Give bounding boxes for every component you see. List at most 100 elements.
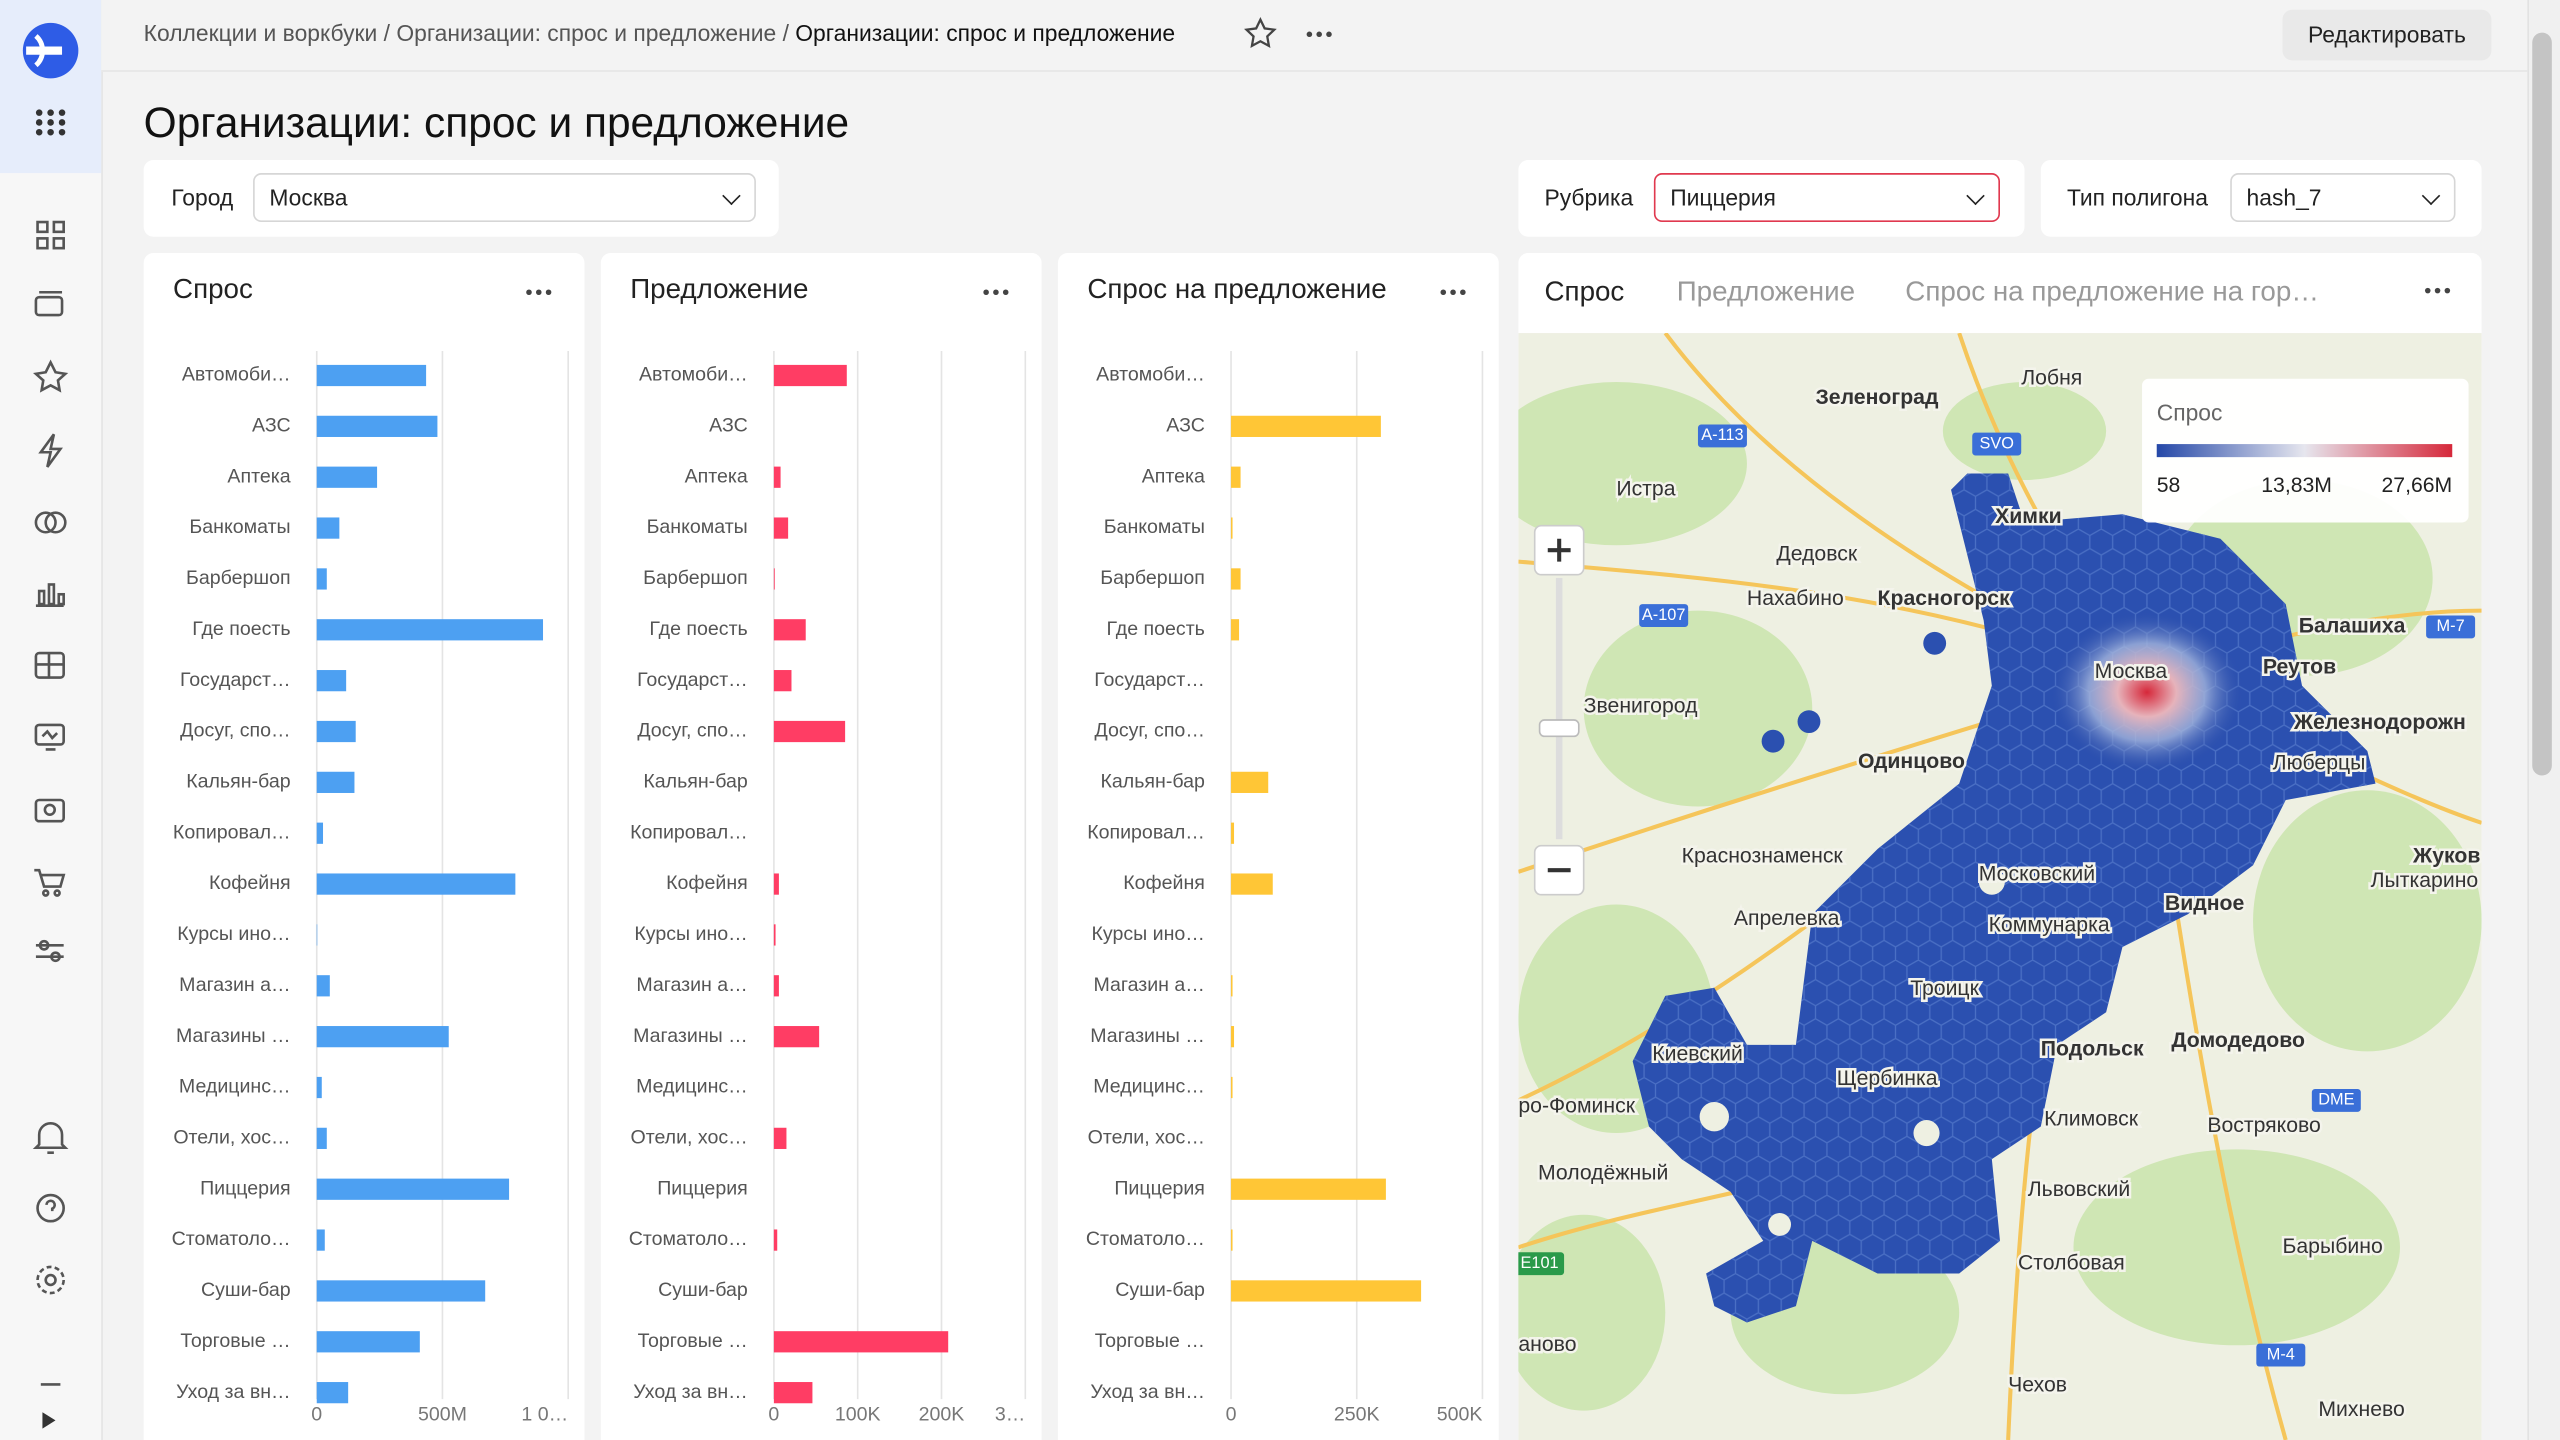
y-tick-label: Уход за вн… [176, 1381, 291, 1403]
bar [773, 466, 781, 488]
bar [316, 1229, 325, 1251]
breadcrumb-current: Организации: спрос и предложение [795, 19, 1176, 46]
bar [316, 822, 324, 844]
place-label: Киевский [1652, 1042, 1743, 1065]
nav-icon[interactable] [33, 359, 69, 393]
filter-value: Москва [269, 184, 348, 211]
map-legend: Спрос 58 13,83M 27,66M [2142, 378, 2469, 523]
y-tick-label: Стоматоло… [629, 1228, 748, 1250]
x-tick-label: 3… [995, 1404, 1025, 1426]
bar [316, 873, 516, 895]
scrollbar-thumb[interactable] [2532, 32, 2552, 776]
notifications-icon[interactable] [32, 1122, 69, 1154]
nav-icon[interactable] [38, 433, 63, 468]
legend-label: 27,66M [2381, 474, 2452, 497]
place-label: Краснознаменск [1682, 845, 1844, 868]
zoom-handle[interactable] [1538, 719, 1580, 738]
map-tab-active[interactable]: Спрос [1544, 275, 1625, 307]
legend-gradient [2156, 444, 2453, 458]
legend-title: Спрос [2157, 400, 2223, 426]
y-tick-label: Суши-бар [201, 1279, 291, 1301]
bar [1231, 771, 1269, 793]
logo[interactable] [22, 22, 79, 79]
bar [773, 1382, 813, 1404]
bar [1231, 1076, 1233, 1099]
more-icon[interactable] [526, 289, 552, 296]
help-icon[interactable] [36, 1193, 65, 1223]
nav-icon[interactable] [34, 651, 65, 679]
nav-icon[interactable] [34, 723, 65, 751]
place-label: Химки [1995, 505, 2062, 528]
y-tick-label: Досуг, спо… [180, 720, 290, 742]
place-label: Зеленоград [1816, 386, 1939, 409]
y-tick-label: Суши-бар [658, 1279, 748, 1301]
edit-button[interactable]: Редактировать [2282, 9, 2492, 61]
nav-icon[interactable] [34, 798, 65, 823]
dot [1002, 289, 1009, 296]
map-tab[interactable]: Предложение [1676, 275, 1856, 307]
bar [316, 364, 427, 387]
place-label: Реутов [2263, 655, 2336, 678]
filter-select[interactable]: Пиццерия [1653, 173, 2000, 223]
place-label: Видное [2165, 892, 2245, 915]
y-tick-label: Кофейня [209, 872, 291, 894]
nav-icon[interactable] [34, 868, 66, 897]
toolbar-icons [1244, 16, 1332, 48]
dot [1440, 289, 1447, 296]
place-label: Домодедово [2171, 1029, 2305, 1052]
y-tick-label: Банкоматы [1104, 516, 1205, 538]
y-tick-label: Магазины … [1090, 1025, 1205, 1047]
road-sign: SVO [1980, 434, 2014, 452]
apps-icon[interactable] [35, 109, 66, 136]
nav-icon[interactable] [34, 290, 64, 317]
y-tick-label: Стоматоло… [172, 1228, 291, 1250]
bar [1231, 1229, 1233, 1251]
more-icon[interactable] [1306, 31, 1332, 38]
filter-select[interactable]: Москва [253, 173, 756, 223]
map-tab[interactable]: Спрос на предложение на гор… [1905, 275, 2320, 307]
nav-icon[interactable] [35, 583, 65, 608]
y-tick-label: АЗС [252, 415, 291, 437]
y-tick-label: Кальян-бар [1100, 771, 1205, 793]
place-labels: Зеленоград Лобня Истра Химки Дедовск Нахабино… [1518, 364, 2481, 1424]
more-icon[interactable] [1440, 289, 1466, 296]
favorite-icon[interactable] [1244, 16, 1277, 48]
y-tick-label: Пиццерия [657, 1177, 748, 1199]
expand-icon[interactable] [42, 1412, 56, 1429]
y-tick-label: Стоматоло… [1086, 1228, 1205, 1250]
more-icon[interactable] [2416, 278, 2458, 304]
y-tick-label: Автомоби… [1096, 364, 1205, 386]
y-tick-label: Магазин а… [636, 974, 747, 996]
place-label: Подольск [2041, 1037, 2144, 1060]
nav-icon[interactable] [35, 939, 64, 963]
y-tick-label: Магазины … [176, 1025, 291, 1047]
y-tick-label: Государст… [1094, 669, 1205, 691]
bar [773, 619, 806, 641]
place-label: Троицк [1910, 977, 1979, 1000]
place-label: Нахабино [1747, 587, 1844, 610]
place-label: Молодёжный [1538, 1161, 1668, 1184]
road-sign-badge [2256, 1343, 2306, 1367]
filter-select[interactable]: hash_7 [2230, 173, 2456, 223]
dot [526, 289, 532, 296]
bar [1231, 873, 1273, 895]
more-icon[interactable] [983, 289, 1009, 296]
place-label: Москва [2095, 660, 2168, 683]
chart-title: Спрос на предложение [1087, 273, 1386, 304]
bar [773, 568, 775, 590]
legend-label: 58 [2157, 474, 2181, 497]
breadcrumb[interactable]: Коллекции и воркбуки [143, 19, 378, 46]
nav-icon[interactable] [36, 220, 65, 250]
place-label: Лыткарино [2371, 869, 2479, 892]
bar [1231, 568, 1241, 590]
top-bar [101, 0, 2528, 72]
y-tick-label: Автомоби… [182, 364, 291, 386]
nav-icon[interactable] [34, 511, 67, 534]
chart: Спрос 0 500M 1 0… Автомоби… АЗС Аптека Банкомат… [172, 273, 569, 1426]
map[interactable]: Зеленоград Лобня Истра Химки Дедовск Нахабино… [1518, 333, 2482, 1440]
x-tick-label: 0 [768, 1404, 779, 1426]
road-sign: A-107 [1642, 606, 1686, 624]
sidebar-icons [22, 22, 79, 1429]
breadcrumb[interactable]: Организации: спрос и предложение [396, 19, 777, 46]
settings-icon[interactable] [36, 1265, 65, 1295]
